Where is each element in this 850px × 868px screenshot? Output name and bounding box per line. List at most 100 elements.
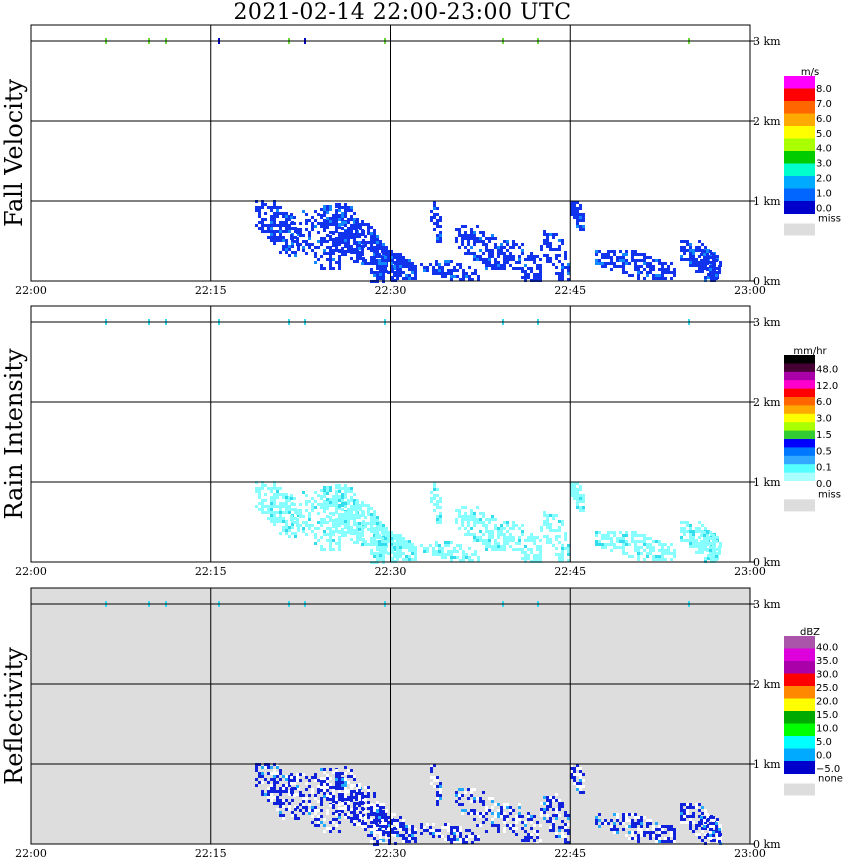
data-cell xyxy=(329,777,332,780)
data-cell xyxy=(379,277,382,280)
colorbar-swatch xyxy=(784,761,815,774)
data-cell xyxy=(467,237,470,240)
data-cell xyxy=(461,788,464,791)
data-cell xyxy=(524,821,527,824)
data-cell xyxy=(558,814,561,817)
data-cell xyxy=(512,243,515,246)
data-cell xyxy=(601,543,604,546)
y-axis-label: Fall Velocity xyxy=(0,79,28,228)
data-cell xyxy=(373,258,376,261)
data-cell xyxy=(715,274,718,277)
data-cell xyxy=(432,553,435,556)
data-cell xyxy=(341,487,344,490)
data-cell xyxy=(332,513,335,516)
data-cell xyxy=(649,265,652,268)
data-cell xyxy=(332,821,335,824)
data-cell xyxy=(718,834,721,837)
data-cell xyxy=(302,806,305,809)
colorbar-swatch xyxy=(784,201,815,214)
data-cell xyxy=(465,841,468,844)
data-cell xyxy=(598,543,601,546)
data-cell xyxy=(285,799,288,802)
data-cell xyxy=(680,521,683,524)
data-cell xyxy=(376,804,379,807)
data-cell xyxy=(683,521,686,524)
data-cell xyxy=(358,516,361,519)
data-cell xyxy=(695,258,698,261)
data-cell xyxy=(402,265,405,268)
data-cell xyxy=(476,255,479,258)
data-cell xyxy=(326,498,329,501)
data-cell xyxy=(329,795,332,798)
data-cell xyxy=(378,546,381,549)
data-cell xyxy=(622,819,625,822)
data-cell xyxy=(338,218,341,221)
data-cell xyxy=(353,239,356,242)
data-cell xyxy=(695,261,698,264)
data-cell xyxy=(288,808,291,811)
data-cell xyxy=(344,221,347,224)
data-cell xyxy=(305,809,308,812)
data-cell xyxy=(444,838,447,841)
data-cell xyxy=(356,538,359,541)
data-cell xyxy=(506,818,509,821)
data-cell xyxy=(347,239,350,242)
data-cell xyxy=(353,227,356,230)
data-cell xyxy=(506,542,509,545)
data-cell xyxy=(701,524,704,527)
data-cell xyxy=(329,231,332,234)
data-cell xyxy=(530,270,533,273)
data-cell xyxy=(267,236,270,239)
data-cell xyxy=(524,557,527,560)
data-cell xyxy=(643,549,646,552)
data-cell xyxy=(335,224,338,227)
data-cell xyxy=(341,247,344,250)
data-cell xyxy=(329,548,332,551)
data-cell xyxy=(320,789,323,792)
data-cell xyxy=(692,830,695,833)
data-cell xyxy=(364,262,367,265)
data-cell xyxy=(709,828,712,831)
data-cell xyxy=(408,265,411,268)
data-cell xyxy=(344,778,347,781)
data-cell xyxy=(299,524,302,527)
data-cell xyxy=(476,258,479,261)
data-cell xyxy=(576,488,579,491)
data-cell xyxy=(261,487,264,490)
data-cell xyxy=(652,265,655,268)
data-cell xyxy=(396,540,399,543)
data-cell xyxy=(546,820,549,823)
data-cell xyxy=(414,265,417,268)
data-cell xyxy=(715,555,718,558)
data-cell xyxy=(470,509,473,512)
data-cell xyxy=(646,552,649,555)
data-cell xyxy=(712,256,715,259)
colorbar-swatch xyxy=(784,673,815,687)
data-cell xyxy=(485,249,488,252)
data-cell xyxy=(391,557,394,560)
data-cell xyxy=(444,553,447,556)
data-cell xyxy=(311,815,314,818)
data-cell xyxy=(438,544,441,547)
data-cell xyxy=(390,259,393,262)
data-cell xyxy=(497,542,500,545)
data-cell xyxy=(479,518,482,521)
colorbar-miss-label: none xyxy=(818,774,843,785)
data-cell xyxy=(459,832,462,835)
data-cell xyxy=(555,272,558,275)
data-cell xyxy=(288,781,291,784)
data-cell xyxy=(358,783,361,786)
data-cell xyxy=(704,833,707,836)
data-cell xyxy=(497,533,500,536)
y-axis-label: Rain Intensity xyxy=(0,348,28,520)
data-cell xyxy=(698,809,701,812)
data-cell xyxy=(393,271,396,274)
data-cell xyxy=(518,818,521,821)
data-cell xyxy=(311,497,314,500)
data-cell xyxy=(533,255,536,258)
data-cell xyxy=(435,550,438,553)
data-cell xyxy=(338,780,341,783)
data-cell xyxy=(536,833,539,836)
data-cell xyxy=(540,526,543,529)
data-cell xyxy=(341,517,344,520)
